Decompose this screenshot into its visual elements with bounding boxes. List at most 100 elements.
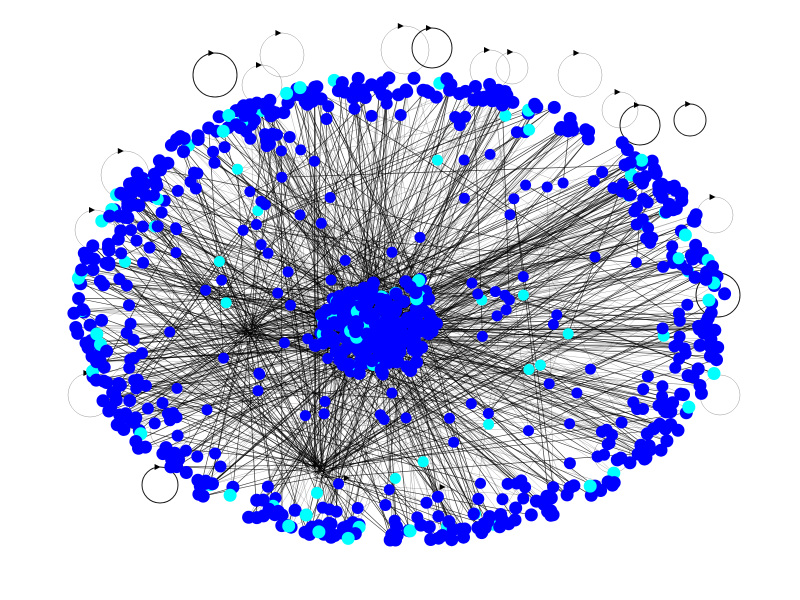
edge bbox=[242, 107, 555, 231]
edge bbox=[117, 353, 363, 425]
node-blue bbox=[503, 294, 515, 306]
edge bbox=[252, 99, 475, 331]
edge bbox=[251, 98, 310, 327]
node-blue bbox=[218, 352, 230, 364]
edge bbox=[385, 320, 715, 374]
edge bbox=[290, 197, 331, 528]
node-blue bbox=[498, 85, 512, 98]
edge bbox=[254, 95, 387, 326]
node-blue bbox=[76, 303, 90, 317]
node-blue bbox=[567, 479, 581, 493]
node-blue bbox=[693, 338, 707, 352]
node-blue bbox=[320, 113, 333, 125]
node-blue bbox=[97, 278, 110, 292]
node-blue bbox=[275, 145, 287, 157]
node-blue bbox=[200, 284, 212, 296]
node-blue bbox=[484, 148, 496, 160]
node-cyan bbox=[213, 256, 225, 267]
edge bbox=[254, 329, 411, 532]
node-blue bbox=[637, 383, 650, 396]
edge bbox=[556, 219, 644, 316]
node-blue bbox=[704, 306, 718, 320]
edge bbox=[316, 138, 589, 459]
node-blue bbox=[699, 272, 713, 286]
node-blue bbox=[103, 209, 117, 223]
edge bbox=[257, 323, 398, 536]
node-blue bbox=[379, 499, 392, 511]
edge bbox=[380, 320, 680, 371]
node-blue bbox=[272, 287, 284, 299]
node-blue bbox=[130, 234, 143, 247]
node-blue bbox=[703, 340, 717, 354]
self-loop-arrowhead bbox=[89, 207, 95, 213]
edge bbox=[326, 266, 664, 461]
edge bbox=[378, 355, 483, 533]
edge bbox=[380, 299, 707, 323]
edge bbox=[328, 86, 476, 326]
node-blue bbox=[429, 317, 443, 331]
node-blue bbox=[386, 387, 398, 399]
node-blue bbox=[381, 337, 395, 351]
node-blue bbox=[324, 530, 338, 544]
edge bbox=[330, 408, 644, 469]
node-blue bbox=[333, 478, 344, 490]
node-blue bbox=[295, 144, 307, 156]
edge bbox=[100, 347, 339, 484]
edge bbox=[324, 345, 701, 414]
self-loop-arrowhead bbox=[614, 89, 621, 95]
node-blue bbox=[351, 71, 365, 85]
edge bbox=[131, 183, 240, 335]
node-cyan bbox=[312, 525, 326, 539]
node-blue bbox=[85, 349, 99, 363]
node-blue bbox=[242, 510, 256, 524]
node-blue bbox=[530, 100, 544, 114]
node-blue bbox=[308, 155, 320, 167]
node-blue bbox=[718, 287, 732, 301]
edge bbox=[258, 373, 551, 511]
edge bbox=[344, 92, 369, 313]
edge bbox=[413, 208, 670, 346]
node-blue bbox=[637, 192, 650, 205]
node-blue bbox=[379, 313, 393, 327]
node-blue bbox=[564, 418, 576, 430]
self-loop-arrowhead bbox=[507, 49, 514, 55]
node-blue bbox=[406, 338, 420, 352]
self-loop bbox=[411, 27, 453, 69]
edge bbox=[373, 364, 701, 386]
edge bbox=[131, 183, 320, 476]
edge bbox=[126, 285, 325, 474]
node-blue bbox=[472, 288, 484, 300]
edge bbox=[381, 339, 686, 354]
node-blue bbox=[208, 156, 221, 169]
node-blue bbox=[591, 450, 604, 463]
self-loop-arrowhead bbox=[397, 23, 404, 29]
edge bbox=[123, 194, 255, 340]
edge bbox=[403, 340, 711, 347]
node-blue bbox=[618, 158, 632, 172]
edge bbox=[327, 259, 709, 466]
edge bbox=[342, 364, 462, 530]
edge bbox=[212, 403, 472, 484]
node-blue bbox=[458, 154, 470, 166]
edge bbox=[176, 464, 329, 467]
node-blue bbox=[164, 326, 176, 338]
node-blue bbox=[164, 460, 178, 474]
edge bbox=[411, 258, 704, 318]
edge bbox=[212, 336, 483, 484]
node-blue bbox=[137, 256, 150, 269]
edge bbox=[116, 194, 321, 469]
edge bbox=[373, 266, 713, 365]
node-cyan bbox=[499, 109, 512, 122]
edge bbox=[197, 173, 248, 340]
node-blue bbox=[502, 517, 516, 531]
node-blue bbox=[641, 370, 654, 383]
node-blue bbox=[113, 408, 127, 422]
self-loop-arrowhead bbox=[709, 194, 716, 200]
node-blue bbox=[111, 232, 125, 246]
edge bbox=[405, 417, 488, 523]
node-blue bbox=[467, 507, 480, 520]
node-blue bbox=[218, 141, 231, 154]
node-blue bbox=[100, 344, 114, 358]
node-blue bbox=[89, 373, 103, 387]
edge bbox=[119, 215, 262, 324]
